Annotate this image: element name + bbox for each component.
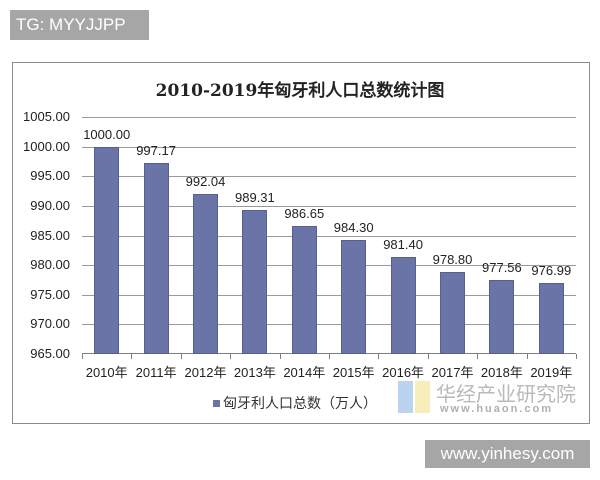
y-tick-label: 980.00 <box>30 257 70 273</box>
watermark-name: 华经产业研究院 <box>436 382 576 406</box>
x-tick-mark <box>329 354 330 359</box>
x-tick-mark <box>576 354 577 359</box>
gridline <box>82 324 576 326</box>
watermark-url: www.huaon.com <box>440 403 553 415</box>
legend-label: 匈牙利人口总数（万人） <box>223 396 377 412</box>
x-tick-mark <box>526 354 528 359</box>
value-label: 1000.00 <box>83 126 131 142</box>
watermark-logo-icon <box>398 381 432 413</box>
x-tick-mark <box>427 354 429 359</box>
y-tick-label: 965.00 <box>30 346 70 361</box>
gridline <box>82 294 576 296</box>
bar <box>94 146 120 354</box>
value-label: 984.30 <box>333 219 374 235</box>
bar <box>242 209 268 354</box>
x-tick-label: 2019年 <box>530 365 573 380</box>
y-tick-label: 995.00 <box>30 168 70 184</box>
value-label: 992.04 <box>185 173 226 189</box>
site-badge: www.yinhesy.com <box>425 440 590 468</box>
y-tick-label: 985.00 <box>30 227 70 243</box>
x-tick-label: 2013年 <box>233 365 276 380</box>
value-label: 986.65 <box>284 205 325 221</box>
value-label: 989.31 <box>235 189 275 205</box>
y-tick-label: 990.00 <box>30 197 70 213</box>
bar <box>143 163 169 354</box>
x-tick-mark <box>180 354 182 359</box>
x-tick-mark <box>279 354 281 359</box>
x-tick-label: 2015年 <box>332 365 375 380</box>
bar <box>440 272 465 354</box>
legend-swatch <box>213 399 220 407</box>
gridline <box>82 146 576 148</box>
gridline <box>82 176 576 178</box>
x-tick-label: 2012年 <box>184 365 227 380</box>
bar <box>291 225 317 354</box>
x-tick-mark <box>230 354 232 359</box>
value-label: 976.99 <box>531 262 572 278</box>
x-tick-mark <box>378 354 380 359</box>
x-tick-label: 2017年 <box>431 365 474 380</box>
x-tick-mark <box>477 354 479 359</box>
x-tick-label: 2010年 <box>85 365 128 380</box>
value-label: 978.80 <box>432 252 473 268</box>
y-tick-label: 1005.00 <box>23 109 70 124</box>
plot-area: 1000.00 997.17 992.04 989.31 986.65 984.30 981… <box>82 117 577 359</box>
x-tick-label: 2014年 <box>283 365 326 380</box>
gridline <box>82 235 576 237</box>
value-label: 997.17 <box>136 143 176 159</box>
watermark: 华经产业研究院 www.huaon.com <box>398 378 578 418</box>
x-tick-mark <box>82 354 83 359</box>
value-label: 981.40 <box>383 236 423 252</box>
bar <box>489 279 515 354</box>
gridline <box>82 117 576 118</box>
x-tick-mark <box>131 354 133 359</box>
x-tick-label: 2016年 <box>382 365 425 380</box>
x-axis-line <box>82 353 576 354</box>
tg-badge: TG: MYYJJPP <box>10 10 149 40</box>
bar <box>390 256 416 354</box>
x-tick-label: 2018年 <box>480 365 523 380</box>
legend: 匈牙利人口总数（万人） <box>213 393 377 413</box>
value-label: 977.56 <box>482 259 522 275</box>
x-tick-label: 2011年 <box>135 365 177 380</box>
y-tick-label: 1000.00 <box>23 138 70 154</box>
y-tick-label: 970.00 <box>30 316 70 332</box>
chart-title: 2010-2019年匈牙利人口总数统计图 <box>155 81 445 101</box>
bar <box>538 282 564 354</box>
y-tick-label: 975.00 <box>30 286 70 302</box>
gridline <box>82 265 576 267</box>
gridline <box>82 205 576 207</box>
bar <box>193 193 218 354</box>
bar <box>341 239 367 354</box>
